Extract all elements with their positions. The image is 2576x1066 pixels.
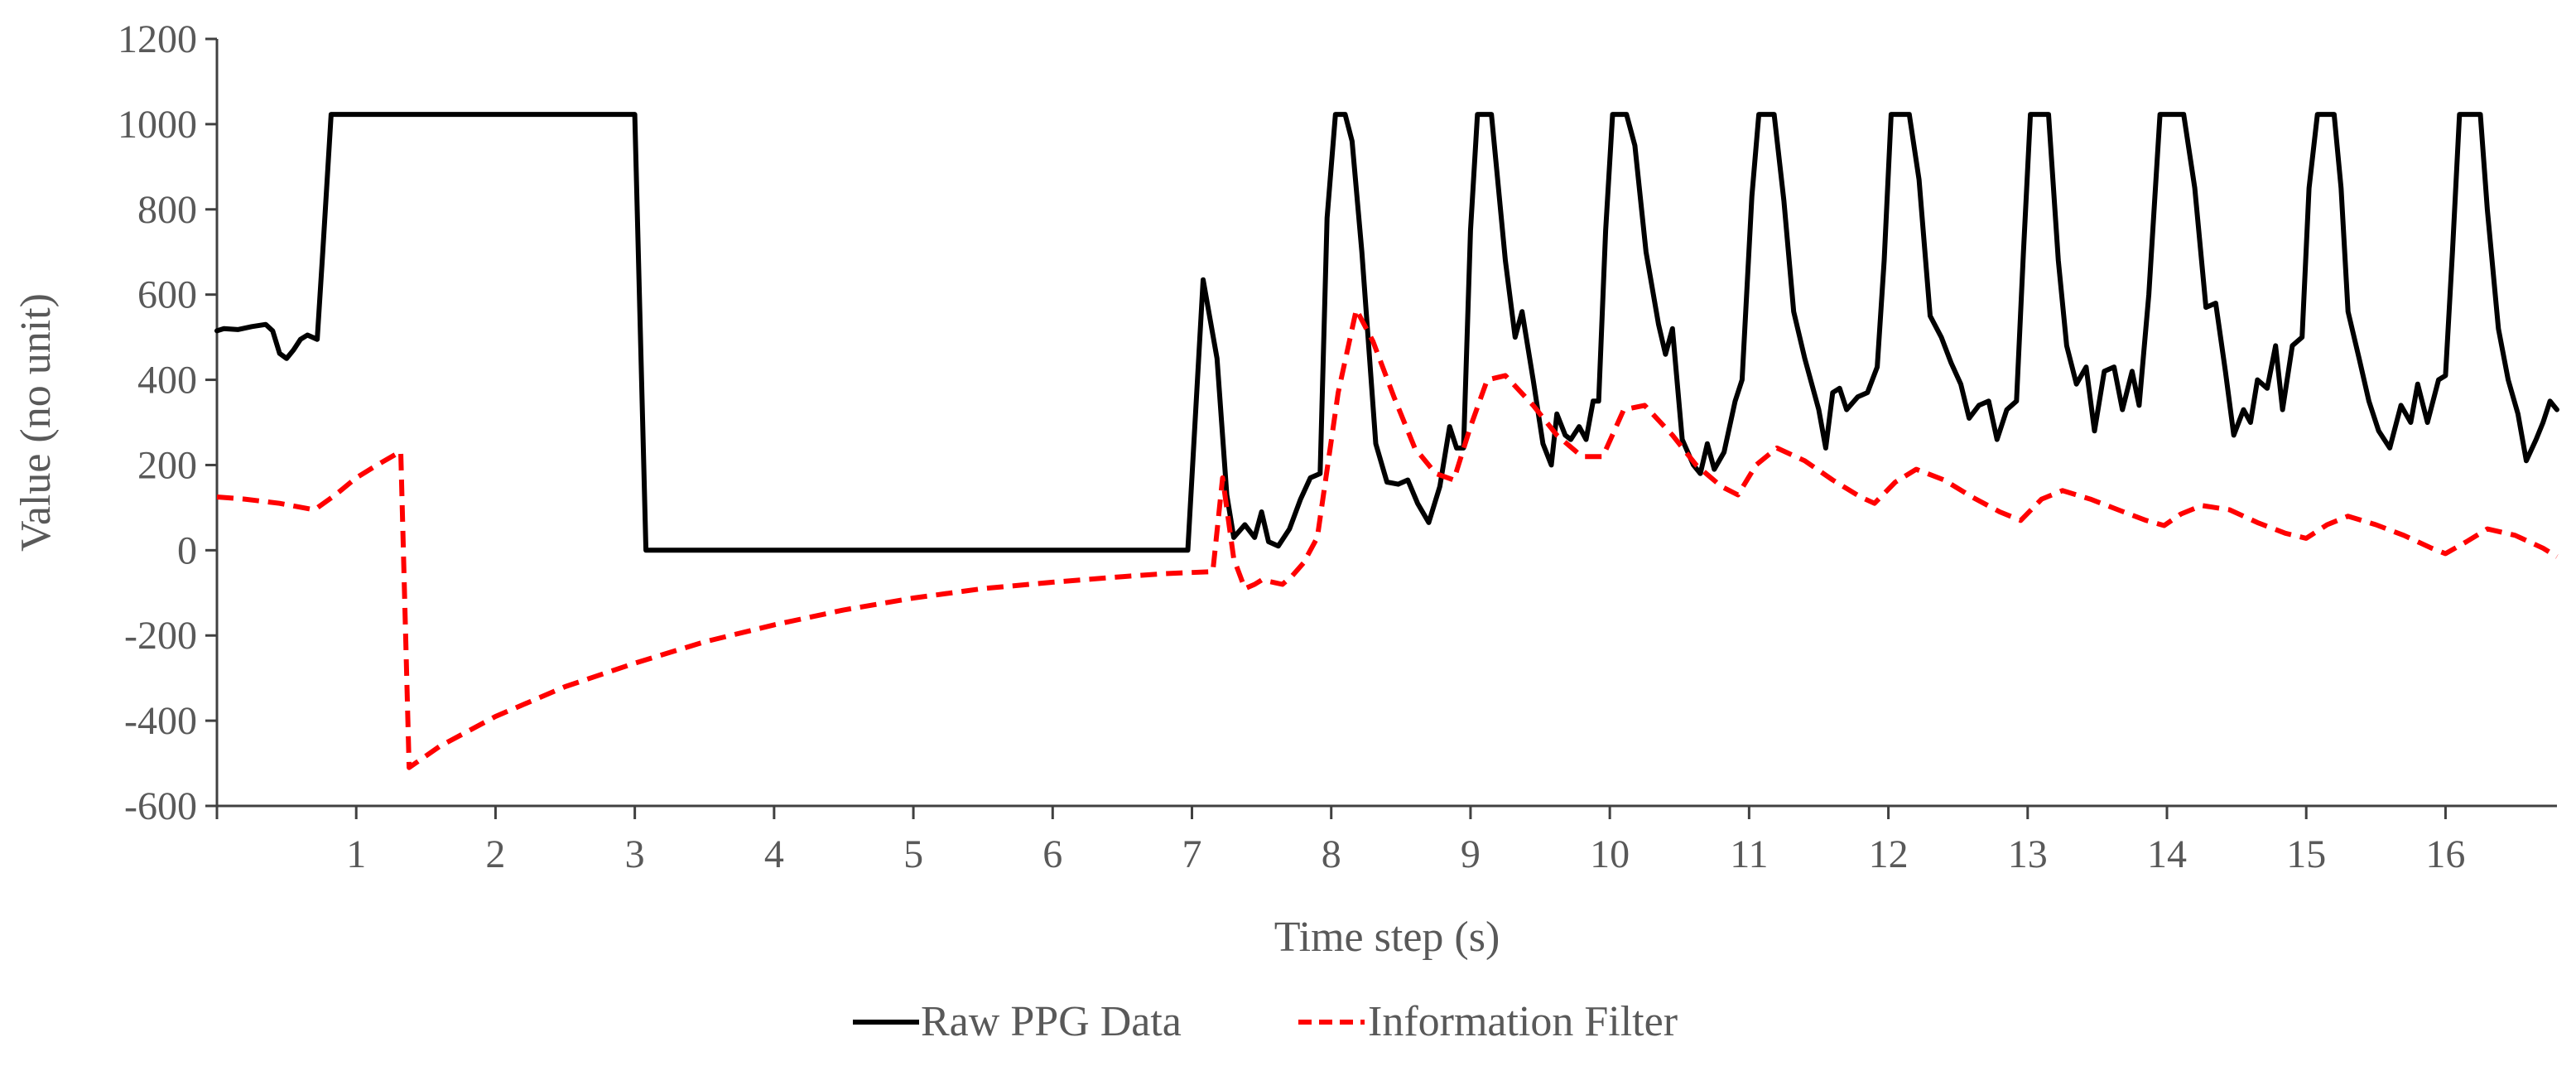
x-tick-label: 5 [903,832,923,876]
series-line-information-filter [216,306,2559,770]
x-tick-label: 1 [346,832,366,876]
y-tick-label: 1200 [118,17,197,61]
x-tick-label: 11 [1730,832,1768,876]
series-layer [214,112,2559,770]
y-tick-label: 400 [137,359,197,403]
x-tick-label: 14 [2147,832,2187,876]
x-tick-label: 6 [1042,832,1062,876]
y-tick-label: -400 [124,699,197,743]
x-tick-label: 10 [1590,832,1630,876]
x-tick-label: 8 [1322,832,1341,876]
y-axis-title: Value (no unit) [12,293,60,552]
x-tick-label: 12 [1869,832,1909,876]
y-tick-label: 1000 [118,103,197,147]
x-tick-label: 15 [2286,832,2326,876]
y-tick-label: 800 [137,188,197,232]
x-tick-label: 3 [625,832,645,876]
legend-label-information-filter: Information Filter [1368,998,1678,1045]
x-tick-label: 7 [1182,832,1202,876]
x-tick-label: 13 [2008,832,2048,876]
legend: Raw PPG Data Information Filter [853,998,1678,1045]
y-tick-label: 200 [137,443,197,487]
x-tick-label: 16 [2425,832,2465,876]
y-tick-label: 600 [137,273,197,317]
x-tick-label: 4 [764,832,784,876]
x-tick-label: 9 [1461,832,1481,876]
x-tick-label: 2 [485,832,505,876]
x-axis-title: Time step (s) [1274,914,1500,961]
y-tick-label: -200 [124,614,197,658]
legend-label-raw-ppg: Raw PPG Data [921,998,1182,1045]
series-line-raw-ppg [214,112,2559,553]
axes [205,37,2557,819]
y-tick-label: 0 [177,528,197,572]
y-tick-label: -600 [124,784,197,828]
